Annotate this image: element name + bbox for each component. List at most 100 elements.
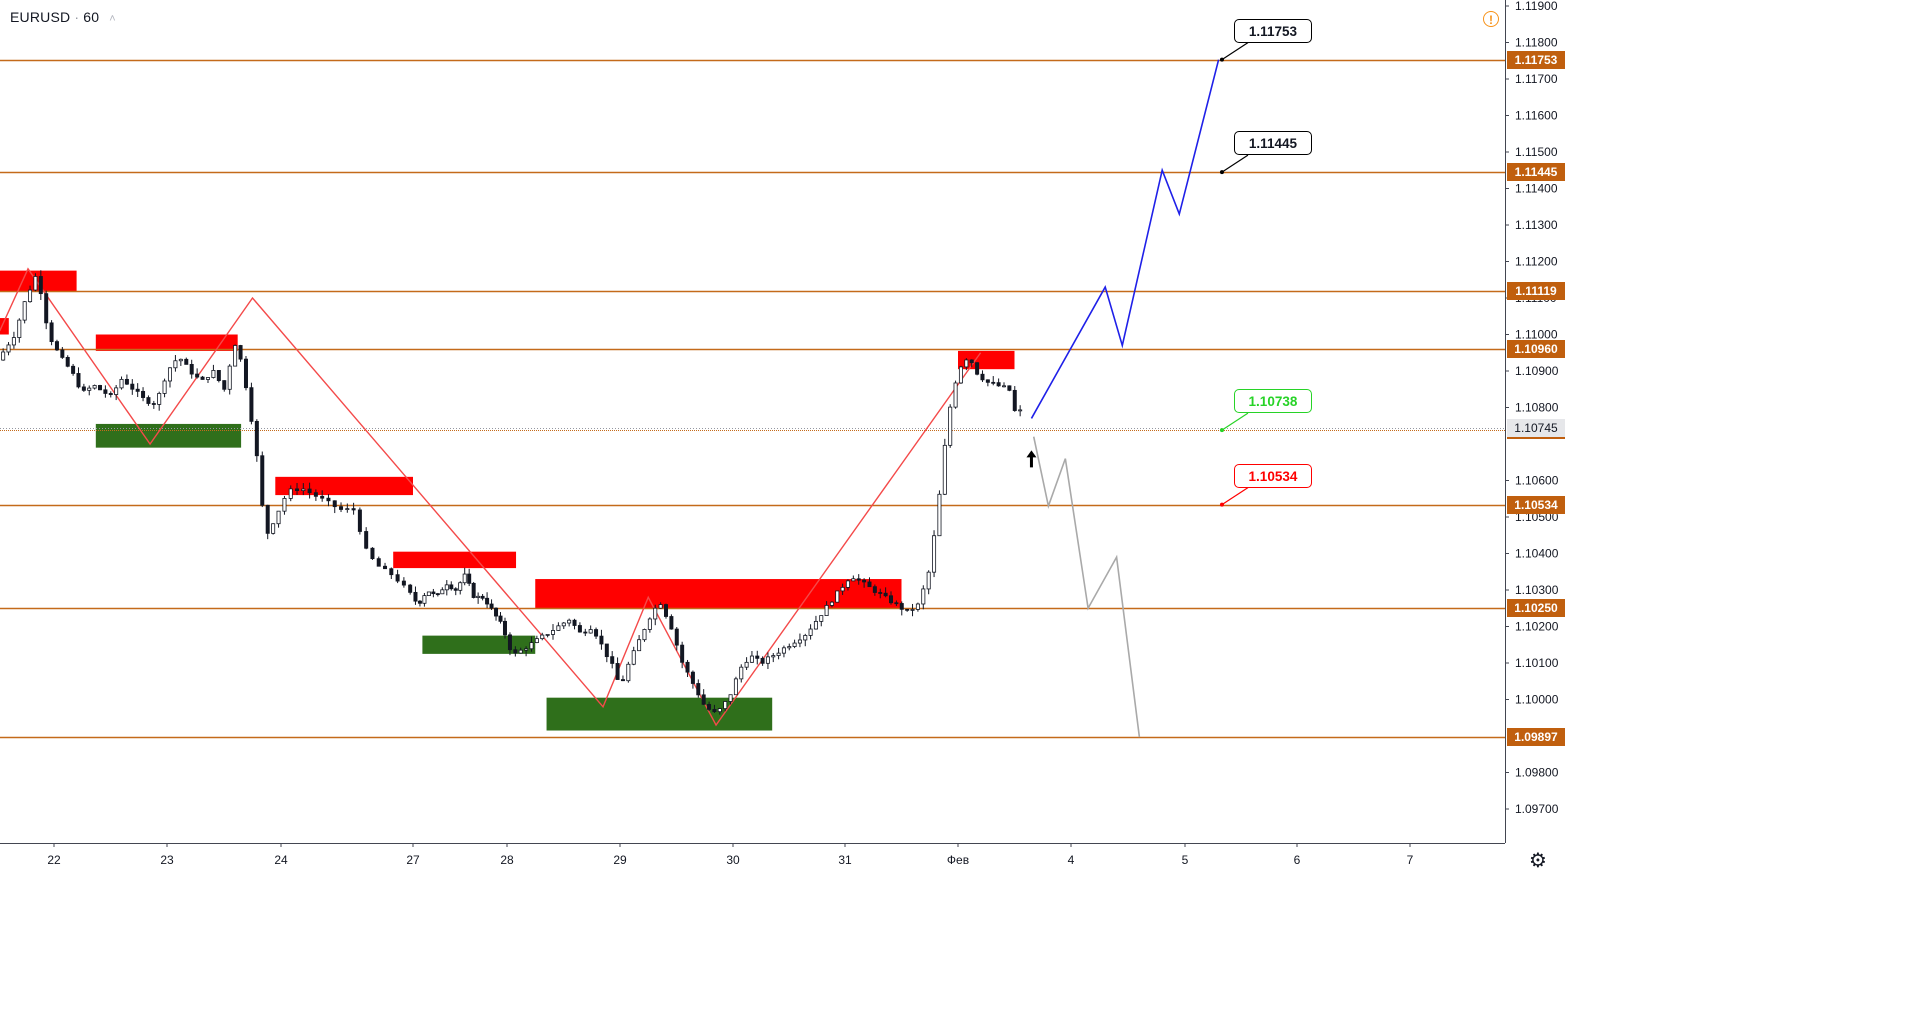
candle-body <box>124 378 129 385</box>
candle-body <box>771 655 776 658</box>
candle-body <box>167 367 172 382</box>
supply-zone <box>393 551 517 569</box>
candle-body <box>233 345 238 367</box>
time-tick-label: Фев <box>947 853 969 867</box>
callout-leader <box>1221 154 1249 173</box>
candle-body <box>991 381 996 384</box>
price-callout[interactable]: 1.11445 <box>1233 131 1312 156</box>
candle-body <box>878 592 883 594</box>
candle-body <box>921 588 926 605</box>
time-tick-label: 31 <box>838 853 852 867</box>
callout-anchor-dot <box>1219 428 1224 433</box>
alert-circle-icon[interactable]: ! <box>1483 11 1499 27</box>
candle-body <box>162 380 167 394</box>
candle-body <box>449 584 454 590</box>
candle-body <box>781 647 786 654</box>
callout-anchor-dot <box>1219 170 1224 175</box>
supply-zone <box>0 270 77 292</box>
symbol-name: EURUSD <box>10 9 71 25</box>
candle-body <box>431 591 436 595</box>
candle-body <box>364 531 369 549</box>
price-tick-label: 1.10100 <box>1515 656 1559 670</box>
candle-body <box>760 657 765 664</box>
candle-body <box>157 393 162 405</box>
demand-zone <box>546 697 773 731</box>
candle-body <box>626 663 631 682</box>
price-callout[interactable]: 1.10738 <box>1233 389 1312 414</box>
candle-body <box>22 301 27 321</box>
candle-body <box>494 607 499 617</box>
candle-body <box>307 488 312 494</box>
candle-body <box>339 506 344 510</box>
candle-body <box>701 694 706 705</box>
symbol-header[interactable]: EURUSD · 60 ˄ <box>10 9 116 25</box>
callout-anchor-dot <box>1219 57 1224 62</box>
candle-body <box>195 373 200 378</box>
candle-body <box>867 581 872 588</box>
candle-body <box>326 497 331 502</box>
candle-body <box>776 652 781 656</box>
gear-icon[interactable]: ⚙ <box>1529 848 1547 872</box>
candle-body <box>507 634 512 651</box>
candle-body <box>65 357 70 367</box>
candle-body <box>345 508 350 511</box>
candle-body <box>260 455 265 506</box>
candle-body <box>567 619 572 624</box>
callout-leader <box>1221 42 1249 61</box>
supply-zone <box>535 579 902 609</box>
candle-body <box>717 708 722 713</box>
candle-body <box>1018 409 1023 412</box>
candle-body <box>803 635 808 641</box>
candle-body <box>146 397 151 404</box>
candle-body <box>254 420 259 457</box>
candle-body <box>173 360 178 369</box>
candle-body <box>435 593 440 596</box>
supply-zone <box>0 318 9 335</box>
candle-body <box>862 579 867 583</box>
candle-body <box>792 642 797 647</box>
time-tick-label: 24 <box>274 853 288 867</box>
candle-body <box>696 683 701 696</box>
time-tick-label: 22 <box>47 853 61 867</box>
candle-body <box>819 615 824 622</box>
candle-body <box>915 603 920 610</box>
candle-body <box>81 386 86 391</box>
candle-body <box>808 628 813 636</box>
candle-body <box>835 590 840 603</box>
candle-body <box>178 358 183 362</box>
candle-body <box>851 578 856 582</box>
candle-body <box>712 709 717 713</box>
candle-body <box>964 359 969 368</box>
candle-body <box>1012 389 1017 411</box>
candle-body <box>205 377 210 380</box>
candle-body <box>44 293 49 324</box>
candle-body <box>620 679 625 682</box>
candle-body <box>498 615 503 622</box>
candle-body <box>11 337 16 346</box>
price-callout[interactable]: 1.11753 <box>1233 18 1312 43</box>
candle-body <box>444 584 449 591</box>
price-tick-label: 1.09700 <box>1515 802 1559 816</box>
price-callout[interactable]: 1.10534 <box>1233 463 1312 488</box>
candle-body <box>249 387 254 422</box>
candle-body <box>899 603 904 610</box>
collapse-chevron-icon[interactable]: ˄ <box>109 13 116 25</box>
candle-body <box>545 634 550 636</box>
candle-body <box>561 622 566 627</box>
candle-body <box>739 666 744 680</box>
candle-body <box>408 584 413 593</box>
price-tick-label: 1.11200 <box>1515 255 1558 269</box>
price-tick-label: 1.11600 <box>1515 109 1558 123</box>
price-tick-label: 1.10800 <box>1515 401 1559 415</box>
candle-body <box>189 363 194 375</box>
candle-body <box>502 620 507 636</box>
candle-body <box>787 646 792 649</box>
candle-body <box>937 493 942 537</box>
candle-body <box>910 609 915 611</box>
candle-body <box>980 373 985 381</box>
candle-body <box>674 628 679 646</box>
candle-body <box>985 379 990 383</box>
demand-zone <box>422 635 536 654</box>
candle-body <box>389 568 394 576</box>
